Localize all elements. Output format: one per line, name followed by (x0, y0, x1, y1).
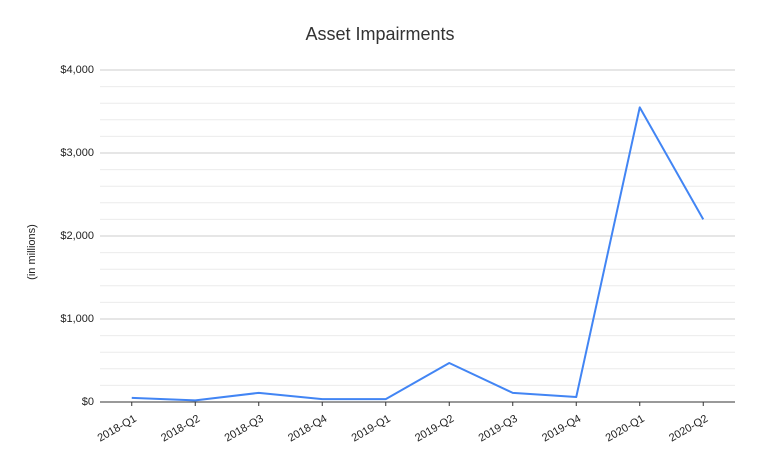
y-tick-label: $1,000 (60, 313, 94, 325)
line-series (131, 106, 705, 402)
y-tick-label: $3,000 (60, 147, 94, 159)
y-axis-label: (in millions) (26, 224, 38, 280)
chart-title: Asset Impairments (305, 24, 454, 44)
y-tick-label: $0 (82, 396, 94, 408)
y-tick-label: $2,000 (60, 230, 94, 242)
y-tick-label: $4,000 (60, 64, 94, 76)
